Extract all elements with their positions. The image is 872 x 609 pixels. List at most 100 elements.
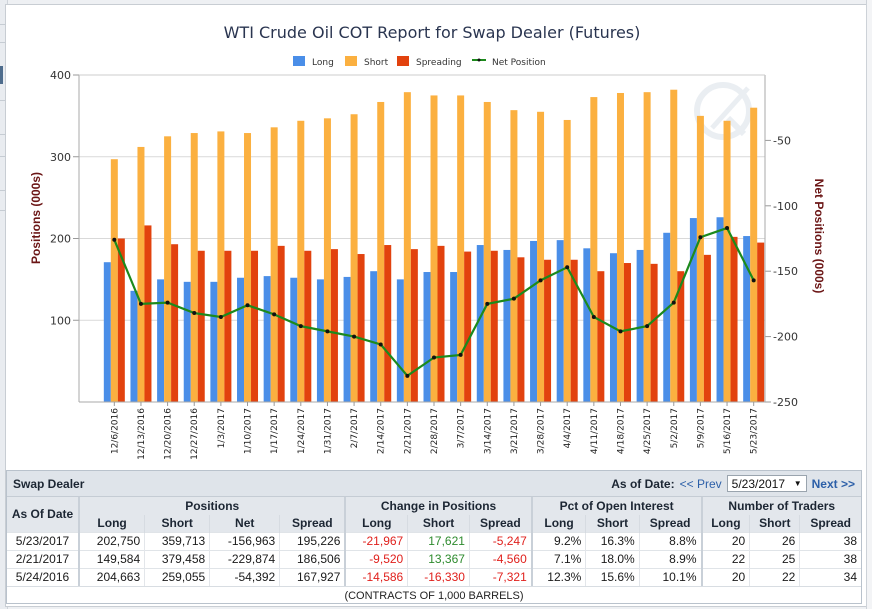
left-axis-tick-label: 300 [50, 151, 71, 164]
net-position-point [458, 352, 463, 357]
net-position-point [485, 301, 490, 306]
bar-short [217, 131, 225, 402]
bar-long [583, 248, 591, 402]
net-position-point [138, 301, 143, 306]
x-axis-tick-label: 4/4/2017 [563, 408, 573, 448]
x-axis-tick-label: 4/25/2017 [643, 408, 653, 454]
right-axis-tick-label: -50 [773, 134, 791, 147]
net-position-point [245, 303, 250, 308]
col-header-traders-short: Short [749, 515, 800, 532]
bar-long [530, 240, 538, 402]
x-axis-tick-label: 1/24/2017 [297, 408, 307, 454]
legend-swatch-short [345, 56, 357, 66]
nav-divider [0, 190, 8, 191]
net-position-point [298, 324, 303, 329]
bar-spreading [304, 250, 312, 402]
prev-date-link[interactable]: << Prev [679, 476, 722, 491]
cell-tr-short: 26 [749, 531, 800, 550]
net-position-point [671, 300, 676, 305]
axes: 100 200 300 400 -50 -100 -150 -200 -250 12/6/2016… [50, 69, 798, 460]
cell-pos-long: 149,584 [78, 549, 145, 568]
net-position-point [511, 296, 516, 301]
bar-spreading [171, 244, 179, 402]
net-position-point [272, 312, 277, 317]
cell-tr-short: 25 [749, 549, 800, 568]
bar-short [457, 95, 465, 402]
bar-spreading [357, 254, 365, 402]
x-axis-tick-label: 5/2/2017 [670, 408, 680, 448]
bar-spreading [650, 263, 658, 402]
pct-group-header: Pct of Open Interest [530, 497, 702, 515]
bar-long [556, 240, 564, 402]
table-row: 2/21/2017 149,584 379,458 -229,874 186,506 -9… [7, 549, 861, 568]
right-axis-tick-label: -100 [773, 200, 798, 213]
x-axis-tick-label: 3/7/2017 [457, 408, 467, 448]
cell-pos-long: 202,750 [78, 531, 145, 550]
cell-pct-spread: 10.1% [638, 567, 702, 586]
bar-spreading [730, 236, 738, 402]
cell-chg-spread: -5,247 [468, 531, 532, 550]
bar-long [503, 249, 511, 402]
cell-date: 5/23/2017 [7, 531, 79, 550]
bar-short [563, 119, 571, 403]
bar-short [270, 127, 278, 402]
cell-tr-spread: 38 [799, 549, 861, 568]
left-axis-title: Positions (000s) [29, 172, 43, 264]
col-header-pct-short: Short [585, 515, 640, 532]
bar-spreading [677, 271, 685, 402]
bar-spreading [490, 250, 498, 402]
bar-spreading [410, 249, 418, 402]
date-navigation: As of Date: << Prev 5/23/2017 ▼ Next >> [611, 475, 855, 492]
traders-group-header: Number of Traders [700, 497, 861, 515]
net-position-point [645, 324, 650, 329]
col-header-positions-spread: Spread [279, 515, 346, 532]
chart-title: WTI Crude Oil COT Report for Swap Dealer… [224, 23, 641, 42]
bar-short [323, 118, 331, 402]
watermark-logo [694, 82, 752, 140]
col-header-pct-long: Long [530, 515, 586, 532]
cell-pos-net: -156,963 [209, 531, 280, 550]
x-axis-tick-label: 5/23/2017 [750, 408, 760, 454]
bar-long [316, 279, 324, 402]
as-of-date-label: As of Date: [611, 476, 675, 491]
bar-spreading [437, 245, 445, 402]
bar-short [537, 111, 545, 402]
bar-short [696, 115, 704, 402]
bar-short [643, 92, 651, 402]
cell-chg-long: -9,520 [344, 549, 408, 568]
change-group-header: Change in Positions [344, 497, 532, 515]
table-row: 5/23/2017 202,750 359,713 -156,963 195,226 -2… [7, 531, 861, 550]
x-axis-tick-label: 1/31/2017 [323, 408, 333, 454]
cell-chg-short: -16,330 [407, 567, 470, 586]
cell-pos-short: 379,458 [144, 549, 210, 568]
panel-header: Swap Dealer As of Date: << Prev 5/23/201… [7, 471, 861, 497]
cell-pct-short: 16.3% [585, 531, 640, 550]
legend-swatch-long [293, 56, 305, 66]
dropdown-arrow-icon: ▼ [793, 479, 802, 488]
right-axis-title: Net Positions (000s) [812, 179, 826, 294]
bar-short [377, 101, 385, 402]
net-position-series [112, 226, 756, 378]
x-axis-tick-label: 3/21/2017 [510, 408, 520, 454]
legend-swatch-spreading [397, 56, 409, 66]
date-select[interactable]: 5/23/2017 ▼ [726, 475, 807, 492]
bar-long [130, 290, 138, 402]
next-date-link[interactable]: Next >> [811, 476, 855, 491]
bar-spreading [384, 245, 392, 402]
window-right-edge [866, 0, 872, 609]
bar-short [137, 146, 145, 402]
cell-pos-net: -54,392 [209, 567, 280, 586]
cell-chg-long: -14,586 [344, 567, 408, 586]
bar-short [750, 107, 758, 402]
net-position-point [618, 329, 623, 334]
bar-spreading [703, 254, 711, 402]
x-axis-tick-label: 2/14/2017 [377, 408, 387, 454]
col-header-positions-net: Net [209, 515, 280, 532]
nav-active-marker [0, 66, 3, 84]
x-axis-tick-label: 2/7/2017 [350, 408, 360, 448]
x-axis-tick-label: 1/3/2017 [217, 408, 227, 448]
nav-divider [0, 24, 8, 25]
date-select-value: 5/23/2017 [731, 476, 786, 491]
left-axis-tick-label: 100 [50, 314, 71, 327]
nav-divider [0, 210, 8, 211]
